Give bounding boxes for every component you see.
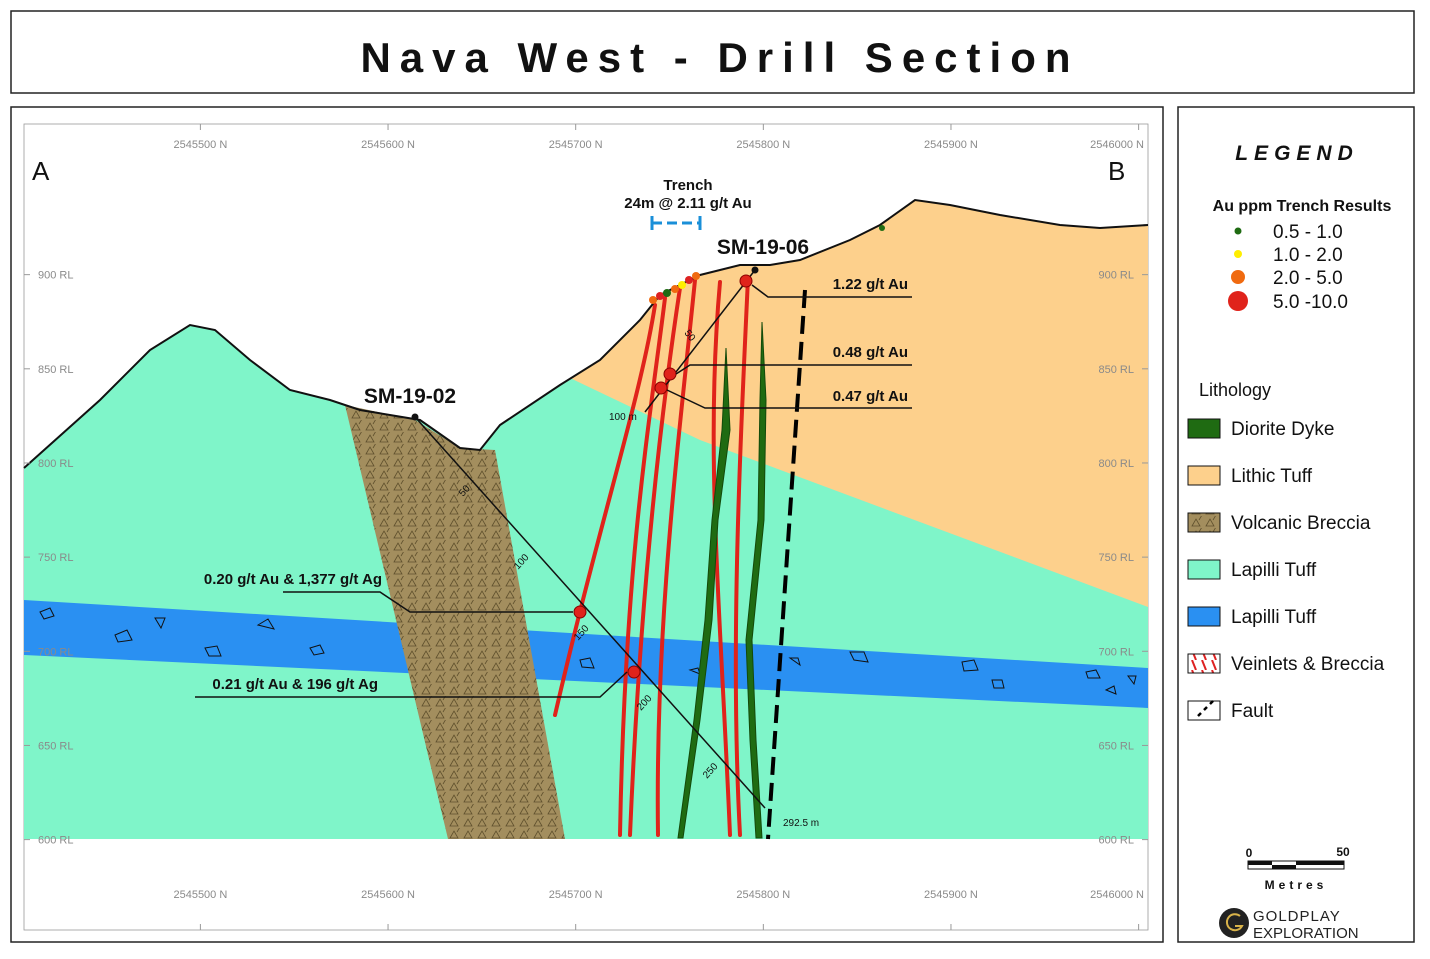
legend-label: Fault	[1231, 701, 1274, 722]
legend-subtitle: Au ppm Trench Results	[1213, 198, 1392, 215]
y-tick-label: 900 RL	[1099, 270, 1134, 282]
volcanic-breccia	[345, 405, 565, 839]
legend-label: Lapilli Tuff	[1231, 607, 1317, 628]
legend-label: 2.0 - 5.0	[1273, 268, 1343, 289]
logo-glyph	[1225, 913, 1244, 932]
lapilli-tuff-band	[24, 600, 1148, 708]
x-tick-label: 2545900 N	[924, 139, 978, 151]
legend-swatch	[1234, 227, 1242, 235]
legend-label: Lapilli Tuff	[1231, 560, 1317, 581]
intercept-label: 0.21 g/t Au & 196 g/t Ag	[212, 676, 378, 693]
axis-ticks: 2545500 N 2545500 N 2545600 N 2545600 N 2545…	[24, 124, 1148, 930]
diorite-dykes	[677, 321, 767, 839]
legend-swatch	[1187, 512, 1221, 533]
y-tick-label: 850 RL	[38, 364, 73, 376]
legend-label: Veinlets & Breccia	[1231, 654, 1385, 675]
legend-swatch	[1187, 418, 1221, 439]
y-tick-label: 850 RL	[1099, 364, 1134, 376]
x-tick-label: 2545600 N	[361, 889, 415, 901]
x-tick-label: 2545500 N	[173, 889, 227, 901]
legend-swatch	[1187, 653, 1221, 674]
y-tick-label: 750 RL	[1099, 552, 1134, 564]
y-tick-label: 800 RL	[1099, 458, 1134, 470]
trench-label: Trench	[663, 177, 712, 194]
x-tick-label: 2546000 N	[1090, 139, 1144, 151]
section-box	[10, 106, 1164, 943]
hole-name: SM-19-06	[717, 236, 809, 259]
clasts	[39, 607, 1137, 695]
legend-swatch	[1187, 606, 1221, 627]
topography	[23, 198, 1149, 469]
legend-subtitle: Lithology	[1199, 380, 1271, 400]
intercept-label: 1.22 g/t Au	[833, 276, 908, 293]
y-tick-label: 900 RL	[38, 270, 73, 282]
x-tick-label: 2545800 N	[736, 139, 790, 151]
trench-samples	[649, 225, 885, 304]
legend-label: 5.0 -10.0	[1273, 292, 1348, 313]
legend-swatch	[1234, 250, 1242, 258]
hole-name: SM-19-02	[364, 385, 456, 408]
legend-swatch	[1187, 559, 1221, 580]
leader-lines	[195, 284, 912, 698]
drill-hole-sm-19-02	[414, 416, 766, 809]
legend-swatch	[1187, 700, 1221, 721]
depth-label: 100 m	[609, 412, 637, 423]
trench-result: 24m @ 2.11 g/t Au	[624, 195, 751, 212]
legend-label: 1.0 - 2.0	[1273, 245, 1343, 266]
veinlets	[553, 276, 750, 837]
lithic-tuff	[570, 200, 1148, 607]
legend-title: LEGEND	[1235, 142, 1359, 165]
title-box	[10, 10, 1415, 94]
x-tick-label: 2545500 N	[173, 139, 227, 151]
legend-fault	[1197, 700, 1214, 717]
y-tick-label: 750 RL	[38, 552, 73, 564]
intercept-label: 0.47 g/t Au	[833, 388, 908, 405]
x-tick-label: 2545700 N	[549, 139, 603, 151]
geology	[23, 198, 1149, 840]
intercept-label: 0.20 g/t Au & 1,377 g/t Ag	[204, 571, 382, 588]
scale-label: 50	[1336, 845, 1350, 859]
scale-unit: Metres	[1265, 878, 1328, 892]
x-tick-label: 2545800 N	[736, 889, 790, 901]
x-tick-label: 2546000 N	[1090, 889, 1144, 901]
y-tick-label: 600 RL	[38, 835, 73, 847]
logo-text: EXPLORATION	[1253, 925, 1359, 942]
fault	[766, 289, 807, 840]
legend-label: Lithic Tuff	[1231, 466, 1313, 487]
y-tick-label: 700 RL	[1099, 646, 1134, 658]
y-tick-label: 650 RL	[1099, 740, 1134, 752]
intercept-points	[573, 274, 753, 679]
y-tick-label: 650 RL	[38, 740, 73, 752]
end-depth: 292.5 m	[783, 818, 819, 829]
corner-label: A	[32, 156, 50, 186]
collar	[751, 266, 759, 274]
logo-text: GOLDPLAY	[1253, 908, 1341, 925]
legend-label: 0.5 - 1.0	[1273, 222, 1343, 243]
collar	[411, 413, 419, 421]
legend-swatch	[1231, 270, 1245, 284]
legend-label: Volcanic Breccia	[1231, 513, 1371, 534]
x-tick-label: 2545900 N	[924, 889, 978, 901]
x-tick-label: 2545700 N	[549, 889, 603, 901]
y-tick-label: 600 RL	[1099, 835, 1134, 847]
legend-box	[1177, 106, 1415, 943]
y-tick-label: 800 RL	[38, 458, 73, 470]
corner-label: B	[1108, 156, 1125, 186]
legend-label: Diorite Dyke	[1231, 419, 1334, 440]
logo-mark	[1219, 908, 1249, 938]
x-tick-label: 2545600 N	[361, 139, 415, 151]
scale-label: 0	[1246, 846, 1253, 860]
legend-swatch	[1228, 291, 1248, 311]
scale-bar	[1247, 860, 1345, 870]
y-tick-label: 700 RL	[38, 646, 73, 658]
title: Nava West - Drill Section	[360, 34, 1079, 81]
legend-swatch	[1187, 465, 1221, 486]
intercept-label: 0.48 g/t Au	[833, 344, 908, 361]
